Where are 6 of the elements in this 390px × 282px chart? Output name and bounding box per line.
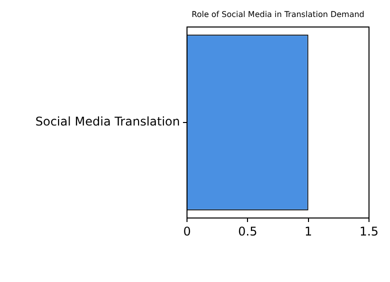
x-tick-label: 1 [304, 224, 312, 238]
chart-title: Role of Social Media in Translation Demand [192, 10, 364, 19]
x-tick-label: 0.5 [238, 224, 258, 238]
y-tick-label: Social Media Translation [35, 114, 180, 129]
x-tick-label: 0 [183, 224, 191, 238]
x-tick-label: 1.5 [359, 224, 379, 238]
